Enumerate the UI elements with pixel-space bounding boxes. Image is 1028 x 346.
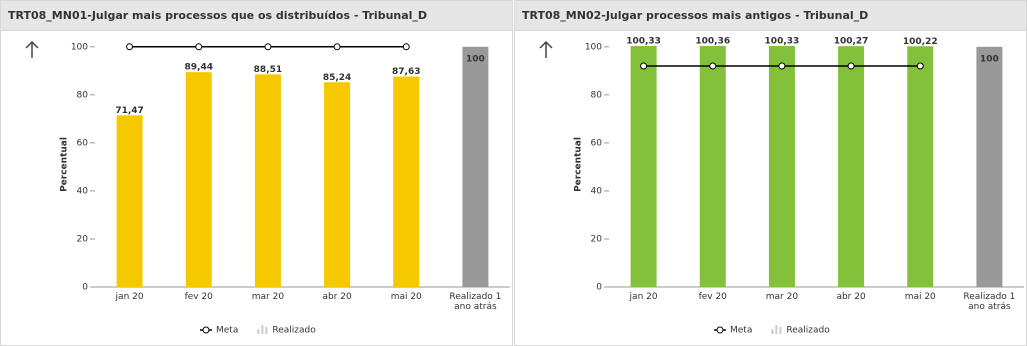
meta-point xyxy=(402,43,410,51)
bar xyxy=(976,46,1003,287)
up-arrow-icon xyxy=(25,40,39,58)
y-tick-label: 0 xyxy=(82,283,88,293)
chart-panel: TRT08_MN02-Julgar processos mais antigos… xyxy=(514,0,1027,346)
x-tick-label-box: fev 20 xyxy=(698,292,727,302)
data-label: 100 xyxy=(466,54,485,64)
x-tick-label-box: Realizado 1 ano atrás xyxy=(963,292,1016,312)
legend-swatch xyxy=(257,325,268,334)
x-tick-label: mai 20 xyxy=(390,292,422,302)
x-tick-label-box: abr 20 xyxy=(836,292,866,302)
bar xyxy=(907,46,934,288)
y-tick-label: 80 xyxy=(77,90,89,100)
x-tick-label-box: mar 20 xyxy=(251,292,285,302)
x-tick-label: mar 20 xyxy=(765,292,799,302)
data-label: 85,24 xyxy=(323,73,351,83)
y-tick-label: 60 xyxy=(77,138,89,148)
bar xyxy=(768,46,795,287)
chart-title: TRT08_MN02-Julgar processos mais antigos… xyxy=(522,9,868,22)
y-tick-label: 0 xyxy=(596,283,602,293)
x-tick-label: mai 20 xyxy=(904,292,936,302)
x-tick-label: fev 20 xyxy=(184,292,213,302)
chart-title: TRT08_MN01-Julgar mais processos que os … xyxy=(8,9,427,22)
x-tick-label: fev 20 xyxy=(698,292,727,302)
y-tick-label: 100 xyxy=(585,42,602,52)
bar xyxy=(116,115,143,287)
x-tick-label-box: mai 20 xyxy=(390,292,422,302)
meta-point xyxy=(195,43,203,51)
data-label: 71,47 xyxy=(115,106,143,116)
x-tick-label-box: mar 20 xyxy=(765,292,799,302)
y-tick-label: 60 xyxy=(591,138,603,148)
chart-panel: TRT08_MN01-Julgar mais processos que os … xyxy=(0,0,513,346)
y-tick-label: 40 xyxy=(77,186,89,196)
data-label: 88,51 xyxy=(254,65,282,75)
y-tick-label: 20 xyxy=(77,234,89,244)
x-tick-label: Realizado 1 ano atrás xyxy=(449,292,502,312)
x-tick-label-box: fev 20 xyxy=(184,292,213,302)
meta-point xyxy=(333,43,341,51)
y-axis-label: Percentual xyxy=(574,137,584,192)
bar xyxy=(324,82,351,287)
meta-point xyxy=(916,62,924,70)
y-tick-label: 40 xyxy=(591,186,603,196)
x-tick-label-box: abr 20 xyxy=(322,292,352,302)
x-tick-label: jan 20 xyxy=(115,292,144,302)
legend-swatch xyxy=(716,326,724,334)
legend-swatch xyxy=(202,326,210,334)
bar xyxy=(393,76,420,287)
legend-label: Realizado xyxy=(272,326,316,336)
panel-header xyxy=(514,0,1027,31)
legend-label: Meta xyxy=(730,326,752,336)
meta-point xyxy=(778,62,786,70)
legend-label: Realizado xyxy=(786,326,830,336)
bar xyxy=(699,45,726,288)
bar xyxy=(254,74,281,287)
data-label: 100,33 xyxy=(626,37,661,47)
meta-point xyxy=(640,62,648,70)
x-tick-label-box: mai 20 xyxy=(904,292,936,302)
meta-point xyxy=(264,43,272,51)
x-tick-label-box: Realizado 1 ano atrás xyxy=(449,292,502,312)
panel-header xyxy=(0,0,513,31)
y-tick-label: 20 xyxy=(591,234,603,244)
x-tick-label-box: jan 20 xyxy=(115,292,144,302)
x-tick-label: Realizado 1 ano atrás xyxy=(963,292,1016,312)
y-axis-label: Percentual xyxy=(60,137,70,192)
x-tick-label: jan 20 xyxy=(629,292,658,302)
data-label: 100,36 xyxy=(695,36,730,46)
meta-point xyxy=(847,62,855,70)
data-label: 89,44 xyxy=(185,63,213,73)
meta-point xyxy=(709,62,717,70)
data-label: 100,22 xyxy=(903,37,938,47)
bar xyxy=(838,46,865,287)
meta-point xyxy=(126,43,134,51)
up-arrow-icon xyxy=(539,40,553,58)
legend-swatch xyxy=(771,325,782,334)
bar xyxy=(185,72,212,287)
x-tick-label-box: jan 20 xyxy=(629,292,658,302)
data-label: 87,63 xyxy=(392,67,420,77)
bar xyxy=(630,46,657,287)
data-label: 100 xyxy=(980,54,999,64)
legend-label: Meta xyxy=(216,326,238,336)
y-tick-label: 100 xyxy=(71,42,88,52)
x-tick-label: abr 20 xyxy=(322,292,352,302)
bar xyxy=(462,46,489,287)
x-tick-label: abr 20 xyxy=(836,292,866,302)
data-label: 100,33 xyxy=(765,37,800,47)
data-label: 100,27 xyxy=(834,37,869,47)
x-tick-label: mar 20 xyxy=(251,292,285,302)
y-tick-label: 80 xyxy=(591,90,603,100)
